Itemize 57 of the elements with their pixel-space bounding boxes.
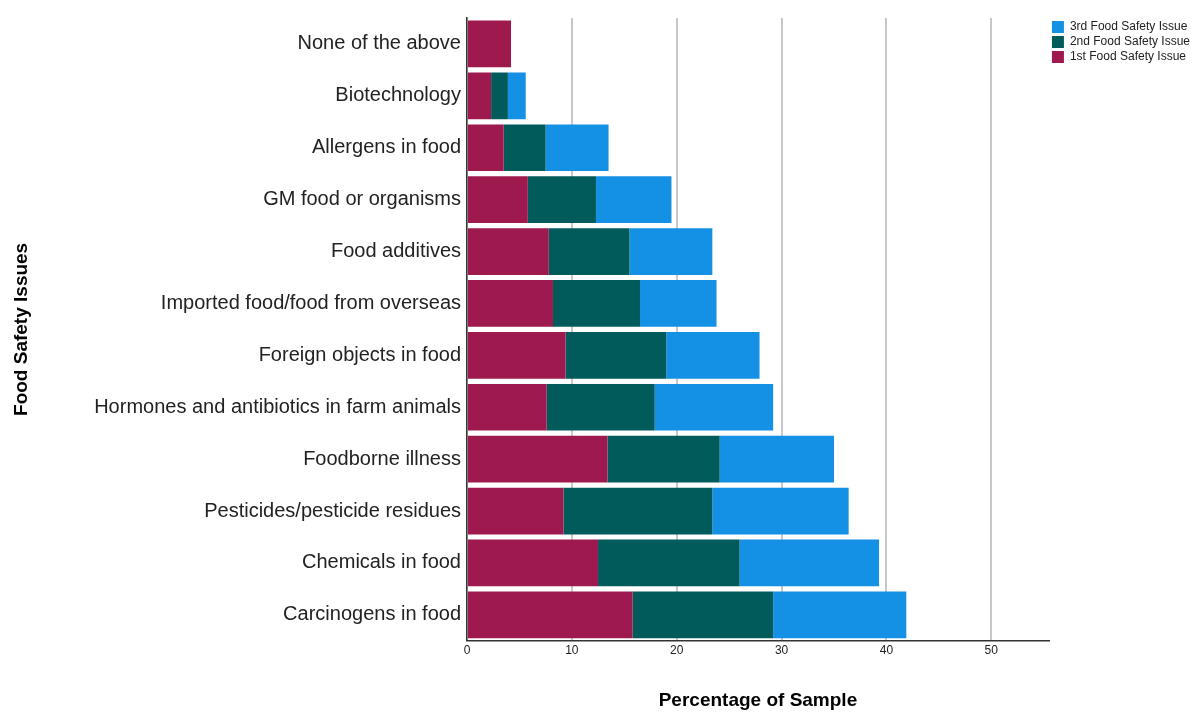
x-tick-label: 10: [565, 643, 579, 658]
bar: [468, 176, 528, 224]
y-tick-label: Imported food/food from overseas: [160, 290, 461, 313]
bar: [468, 280, 553, 327]
y-tick-label: Foodborne illness: [303, 446, 461, 469]
bar: [548, 228, 630, 275]
y-tick-label: Foreign objects in food: [258, 342, 461, 365]
y-tick-label: Food additives: [330, 239, 461, 262]
y-tick-label: GM food or organisms: [263, 187, 461, 210]
x-tick-label: 0: [463, 643, 471, 658]
bar: [468, 124, 504, 172]
x-tick-label: 50: [984, 643, 999, 658]
bar: [491, 72, 508, 120]
bar: [598, 539, 740, 587]
bar: [468, 332, 566, 379]
legend-label: 2nd Food Safety Issue: [1069, 34, 1191, 49]
x-axis-title: Percentage of Sample: [658, 688, 858, 710]
bar: [468, 487, 564, 535]
bar: [468, 435, 608, 483]
bar: [468, 539, 599, 587]
bar: [468, 383, 547, 431]
bar: [629, 228, 713, 275]
bar: [632, 591, 774, 639]
x-tick-label: 30: [774, 643, 789, 658]
bar: [545, 124, 609, 172]
legend-label: 1st Food Safety Issue: [1069, 49, 1187, 64]
bar: [468, 591, 633, 639]
y-tick-label: Chemicals in food: [302, 550, 461, 573]
y-tick-label: Carcinogens in food: [283, 602, 461, 625]
bar: [595, 176, 672, 224]
bar: [507, 72, 526, 120]
bar: [712, 487, 849, 535]
bar: [607, 435, 720, 483]
x-tick-label: 20: [670, 643, 684, 658]
y-tick-label: Biotechnology: [335, 83, 461, 106]
y-axis-title: Food Safety Issues: [9, 242, 31, 416]
legend-label: 3rd Food Safety Issue: [1069, 19, 1188, 34]
bar: [468, 72, 492, 120]
bar: [565, 332, 667, 379]
y-tick-label: Hormones and antibiotics in farm animals: [94, 394, 461, 417]
y-tick-label: Pesticides/pesticide residues: [204, 498, 461, 521]
bar: [773, 591, 907, 639]
bar: [546, 383, 655, 431]
bar: [739, 539, 880, 587]
bar: [654, 383, 774, 431]
y-tick-label: None of the above: [297, 31, 461, 54]
bar: [527, 176, 596, 224]
bar: [468, 228, 549, 275]
bar: [552, 280, 640, 327]
bar: [666, 332, 760, 379]
x-tick-label: 40: [879, 643, 894, 658]
bar: [640, 280, 717, 327]
bar: [719, 435, 834, 483]
bar: [563, 487, 713, 535]
bar: [503, 124, 546, 172]
y-tick-label: Allergens in food: [312, 135, 461, 158]
bar: [468, 20, 512, 68]
